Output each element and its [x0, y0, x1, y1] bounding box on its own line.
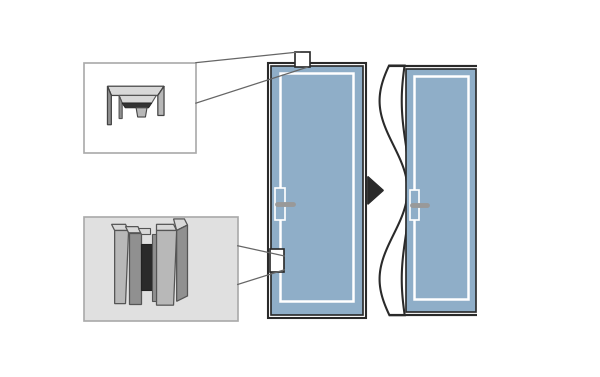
Polygon shape	[173, 219, 187, 230]
Polygon shape	[136, 108, 147, 117]
Bar	[269, 249, 284, 272]
Polygon shape	[380, 66, 410, 315]
Bar	[275, 188, 285, 220]
Polygon shape	[176, 225, 187, 301]
Polygon shape	[107, 86, 112, 125]
Bar	[406, 69, 476, 312]
Bar	[84, 63, 196, 153]
Polygon shape	[107, 86, 164, 95]
Bar	[414, 75, 468, 299]
Polygon shape	[368, 176, 383, 204]
Bar	[268, 63, 365, 318]
Bar	[295, 52, 310, 67]
Bar	[410, 190, 419, 220]
Bar	[271, 66, 362, 315]
Polygon shape	[157, 230, 176, 305]
Polygon shape	[115, 230, 128, 303]
Polygon shape	[119, 95, 156, 103]
Polygon shape	[157, 224, 176, 230]
Polygon shape	[122, 103, 152, 108]
Polygon shape	[125, 227, 141, 233]
Polygon shape	[152, 234, 157, 300]
Polygon shape	[158, 86, 164, 115]
Bar	[84, 216, 238, 321]
Polygon shape	[141, 244, 152, 290]
Polygon shape	[119, 95, 122, 118]
Polygon shape	[128, 233, 141, 303]
Polygon shape	[112, 224, 128, 230]
Bar	[280, 74, 353, 301]
Polygon shape	[138, 228, 150, 234]
